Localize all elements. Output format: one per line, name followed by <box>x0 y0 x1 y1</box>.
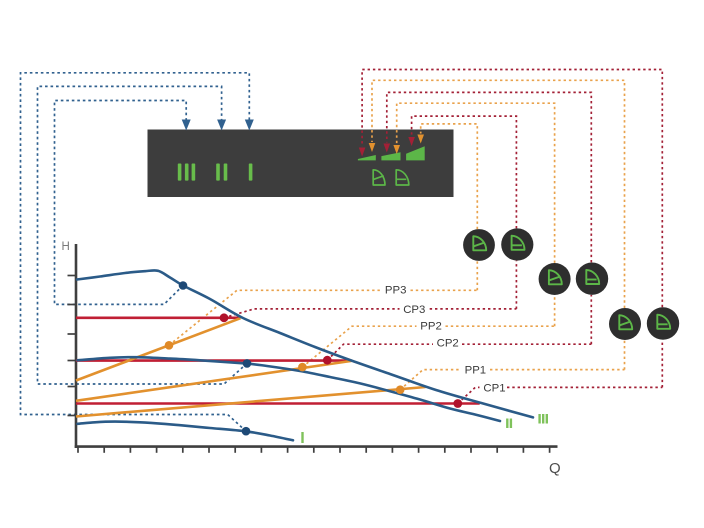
svg-text:Q: Q <box>549 460 561 477</box>
svg-text:CP3: CP3 <box>403 304 425 316</box>
svg-text:CP1: CP1 <box>483 382 505 394</box>
svg-text:PP3: PP3 <box>385 285 407 297</box>
svg-text:PP2: PP2 <box>420 321 442 333</box>
svg-text:CP2: CP2 <box>437 338 459 350</box>
svg-text:PP1: PP1 <box>465 365 487 377</box>
svg-text:H: H <box>62 241 70 253</box>
